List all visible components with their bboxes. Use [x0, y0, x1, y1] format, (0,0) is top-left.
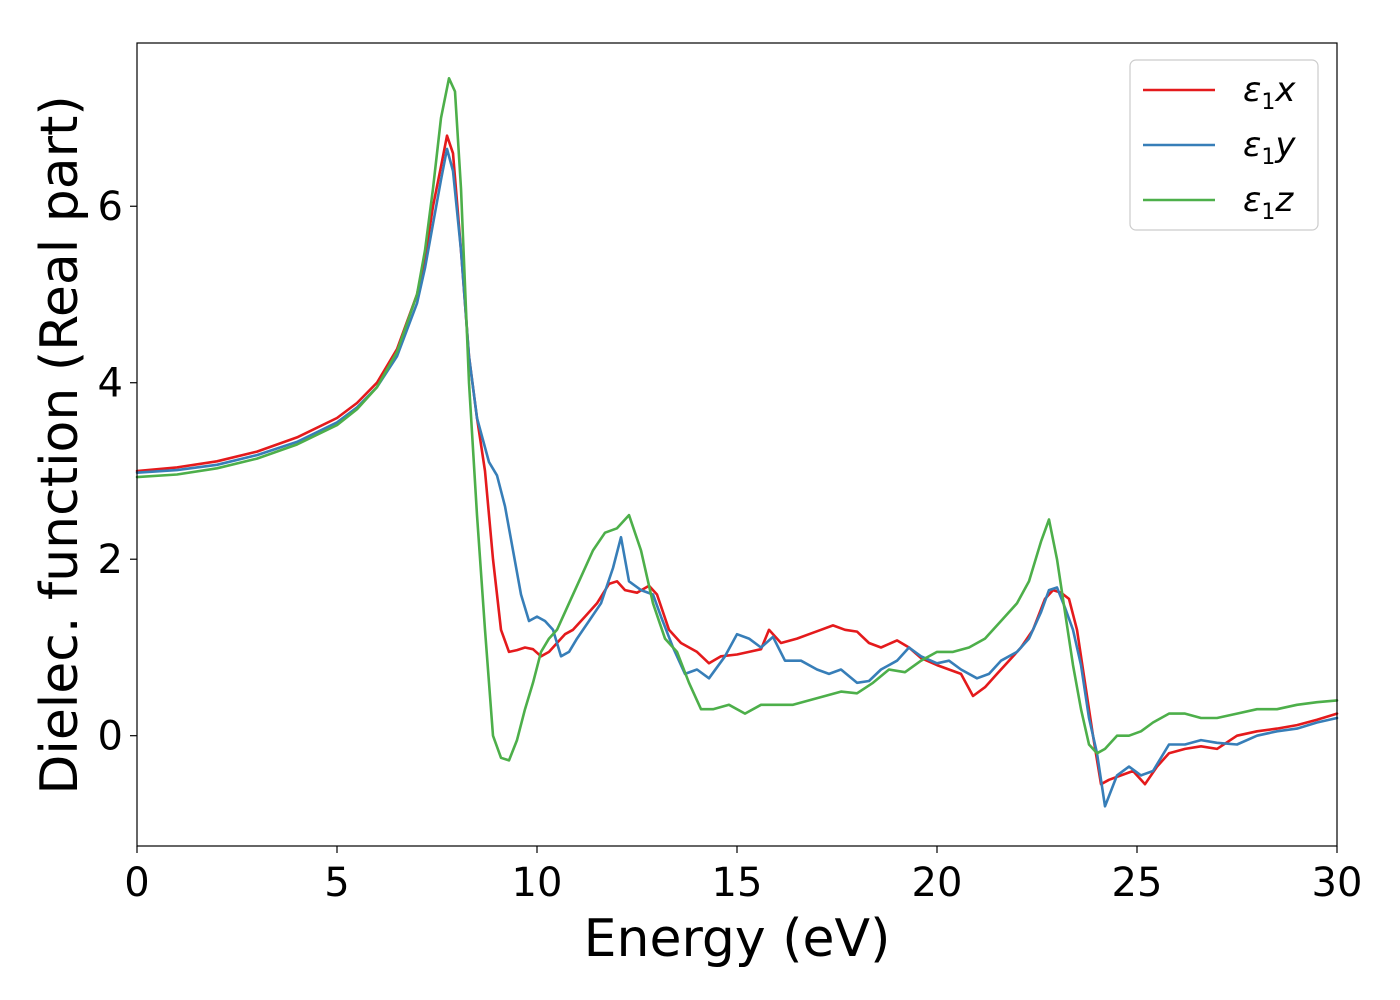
- legend: ε1x ε1y ε1z: [1129, 59, 1319, 231]
- legend-label-z: ε1z: [1243, 180, 1294, 225]
- y-tick-label: 0: [98, 714, 123, 760]
- x-tick-label: 15: [712, 860, 763, 906]
- y-tick-label: 2: [98, 537, 123, 583]
- x-tick-label: 10: [512, 860, 563, 906]
- series-layer: [135, 77, 1339, 808]
- series-line-z: [135, 77, 1339, 762]
- series-line-y: [135, 147, 1339, 808]
- x-axis-ticks: 0 5 10 15 20 25 30: [124, 846, 1362, 906]
- x-axis-title: Energy (eV): [584, 909, 891, 969]
- legend-label-x: ε1x: [1243, 70, 1296, 115]
- x-tick-label: 25: [1112, 860, 1163, 906]
- x-tick-label: 20: [912, 860, 963, 906]
- x-tick-label: 0: [124, 860, 149, 906]
- x-tick-label: 5: [324, 860, 349, 906]
- legend-box: [1129, 59, 1319, 231]
- y-tick-label: 4: [98, 361, 123, 407]
- x-tick-label: 30: [1312, 860, 1363, 906]
- legend-label-y: ε1y: [1243, 125, 1296, 170]
- y-tick-label: 6: [98, 184, 123, 230]
- y-axis-title: Dielec. function (Real part): [30, 95, 90, 794]
- y-axis-ticks: 0 2 4 6: [98, 184, 137, 760]
